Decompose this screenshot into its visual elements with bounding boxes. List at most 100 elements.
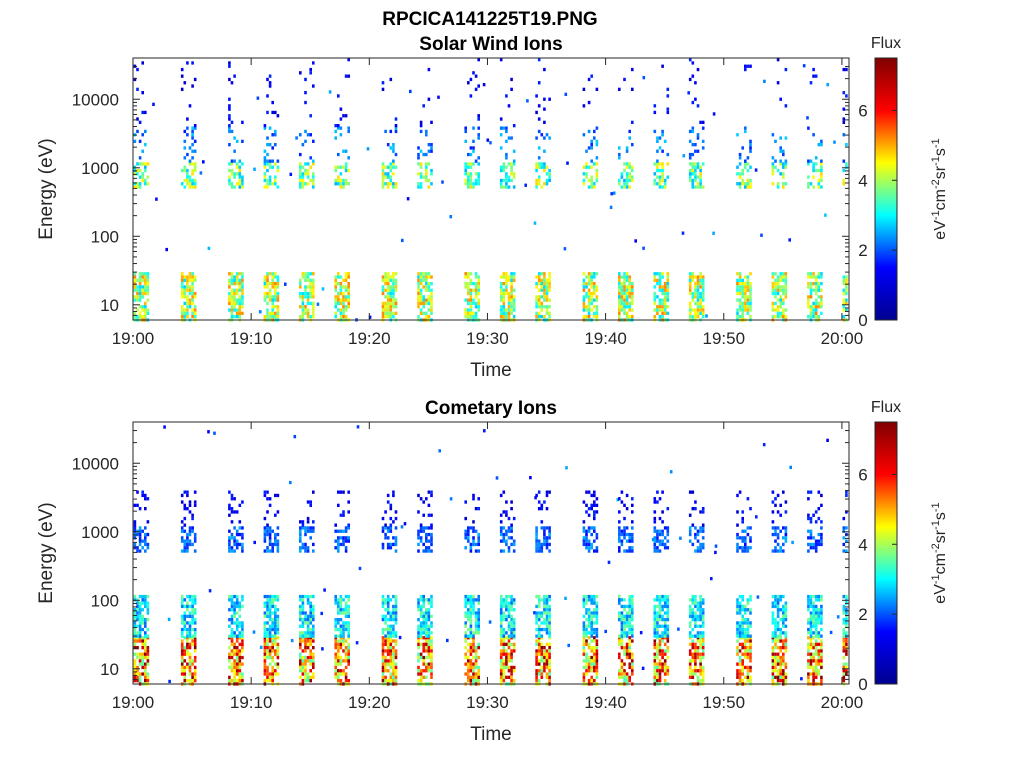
flux-cell <box>464 672 467 676</box>
flux-cell <box>587 178 591 183</box>
flux-cell <box>512 172 516 176</box>
flux-cell <box>543 282 546 286</box>
flux-cell <box>344 621 348 625</box>
flux-cell <box>510 285 513 289</box>
flux-cell <box>136 618 139 622</box>
flux-cell <box>422 642 425 646</box>
flux-cell <box>543 67 546 72</box>
flux-cell <box>701 185 705 189</box>
flux-cell <box>381 649 385 653</box>
flux-cell <box>263 275 267 279</box>
flux-cell <box>661 315 664 319</box>
flux-cell <box>694 659 697 663</box>
flux-cell <box>809 315 813 319</box>
flux-cell <box>386 598 390 602</box>
flux-cell <box>146 275 150 279</box>
flux-cell <box>807 282 810 286</box>
flux-cell <box>266 526 269 530</box>
flux-cell <box>271 278 274 282</box>
flux-cell <box>312 288 315 292</box>
flux-cell <box>342 490 345 494</box>
flux-cell <box>306 285 310 289</box>
flux-cell <box>499 285 503 289</box>
flux-cell <box>301 624 305 628</box>
flux-cell <box>564 92 568 96</box>
flux-cell <box>545 285 549 289</box>
flux-cell <box>263 295 267 299</box>
flux-cell <box>392 679 395 683</box>
flux-cell <box>274 305 277 309</box>
flux-cell <box>304 646 307 650</box>
flux-cell <box>230 614 234 618</box>
flux-cell <box>306 500 310 504</box>
flux-cell <box>263 624 267 628</box>
flux-cell <box>238 662 242 666</box>
flux-cell <box>545 172 549 176</box>
flux-cell <box>741 665 744 670</box>
flux-cell <box>774 308 777 312</box>
flux-cell <box>477 631 480 635</box>
flux-cell <box>180 536 184 540</box>
flux-cell <box>774 272 777 276</box>
flux-cell <box>653 614 657 618</box>
flux-cell <box>347 500 350 504</box>
flux-cell <box>389 182 393 186</box>
flux-cell <box>535 182 538 186</box>
flux-cell <box>228 308 231 312</box>
flux-cell <box>144 288 147 292</box>
flux-cell <box>666 94 670 98</box>
flux-cell <box>656 549 659 553</box>
flux-cell <box>814 156 818 160</box>
flux-cell <box>507 601 511 605</box>
flux-cell <box>771 649 775 653</box>
flux-cell <box>587 278 591 282</box>
flux-cell <box>641 666 645 670</box>
flux-cell <box>590 675 593 679</box>
flux-cell <box>510 601 513 605</box>
flux-cell <box>545 178 549 183</box>
flux-cell <box>394 662 398 666</box>
flux-cell <box>472 315 475 319</box>
flux-cell <box>472 298 475 302</box>
flux-cell <box>776 291 780 296</box>
flux-cell <box>537 272 541 276</box>
flux-cell <box>344 611 348 615</box>
flux-cell <box>618 295 621 299</box>
flux-cell <box>472 497 475 501</box>
flux-cell <box>427 634 431 638</box>
flux-cell <box>309 634 312 638</box>
flux-cell <box>472 536 475 540</box>
flux-cell <box>505 604 508 609</box>
flux-cell <box>386 182 390 186</box>
flux-cell <box>309 526 312 530</box>
flux-cell <box>628 129 631 134</box>
flux-cell <box>339 536 343 540</box>
flux-cell <box>658 662 662 666</box>
flux-cell <box>653 611 657 615</box>
flux-cell <box>430 614 433 618</box>
flux-cell <box>688 608 692 612</box>
flux-cell <box>188 159 192 163</box>
flux-cell <box>809 291 813 296</box>
flux-cell <box>241 285 244 289</box>
flux-cell <box>548 490 551 494</box>
flux-cell <box>274 598 277 602</box>
flux-cell <box>384 172 387 176</box>
flux-cell <box>188 627 192 632</box>
flux-cell <box>661 618 664 622</box>
flux-cell <box>499 182 503 186</box>
flux-cell <box>749 507 752 511</box>
flux-cell <box>238 503 242 507</box>
flux-cell <box>193 490 197 494</box>
flux-cell <box>180 652 184 656</box>
flux-cell <box>133 665 137 670</box>
flux-cell <box>595 295 599 299</box>
flux-cell <box>228 529 231 533</box>
flux-cell <box>386 659 390 663</box>
flux-cell <box>381 278 385 282</box>
flux-cell <box>738 669 742 673</box>
flux-cell <box>183 614 187 618</box>
flux-cell <box>535 618 538 622</box>
flux-cell <box>253 167 256 171</box>
flux-cell <box>736 627 739 632</box>
